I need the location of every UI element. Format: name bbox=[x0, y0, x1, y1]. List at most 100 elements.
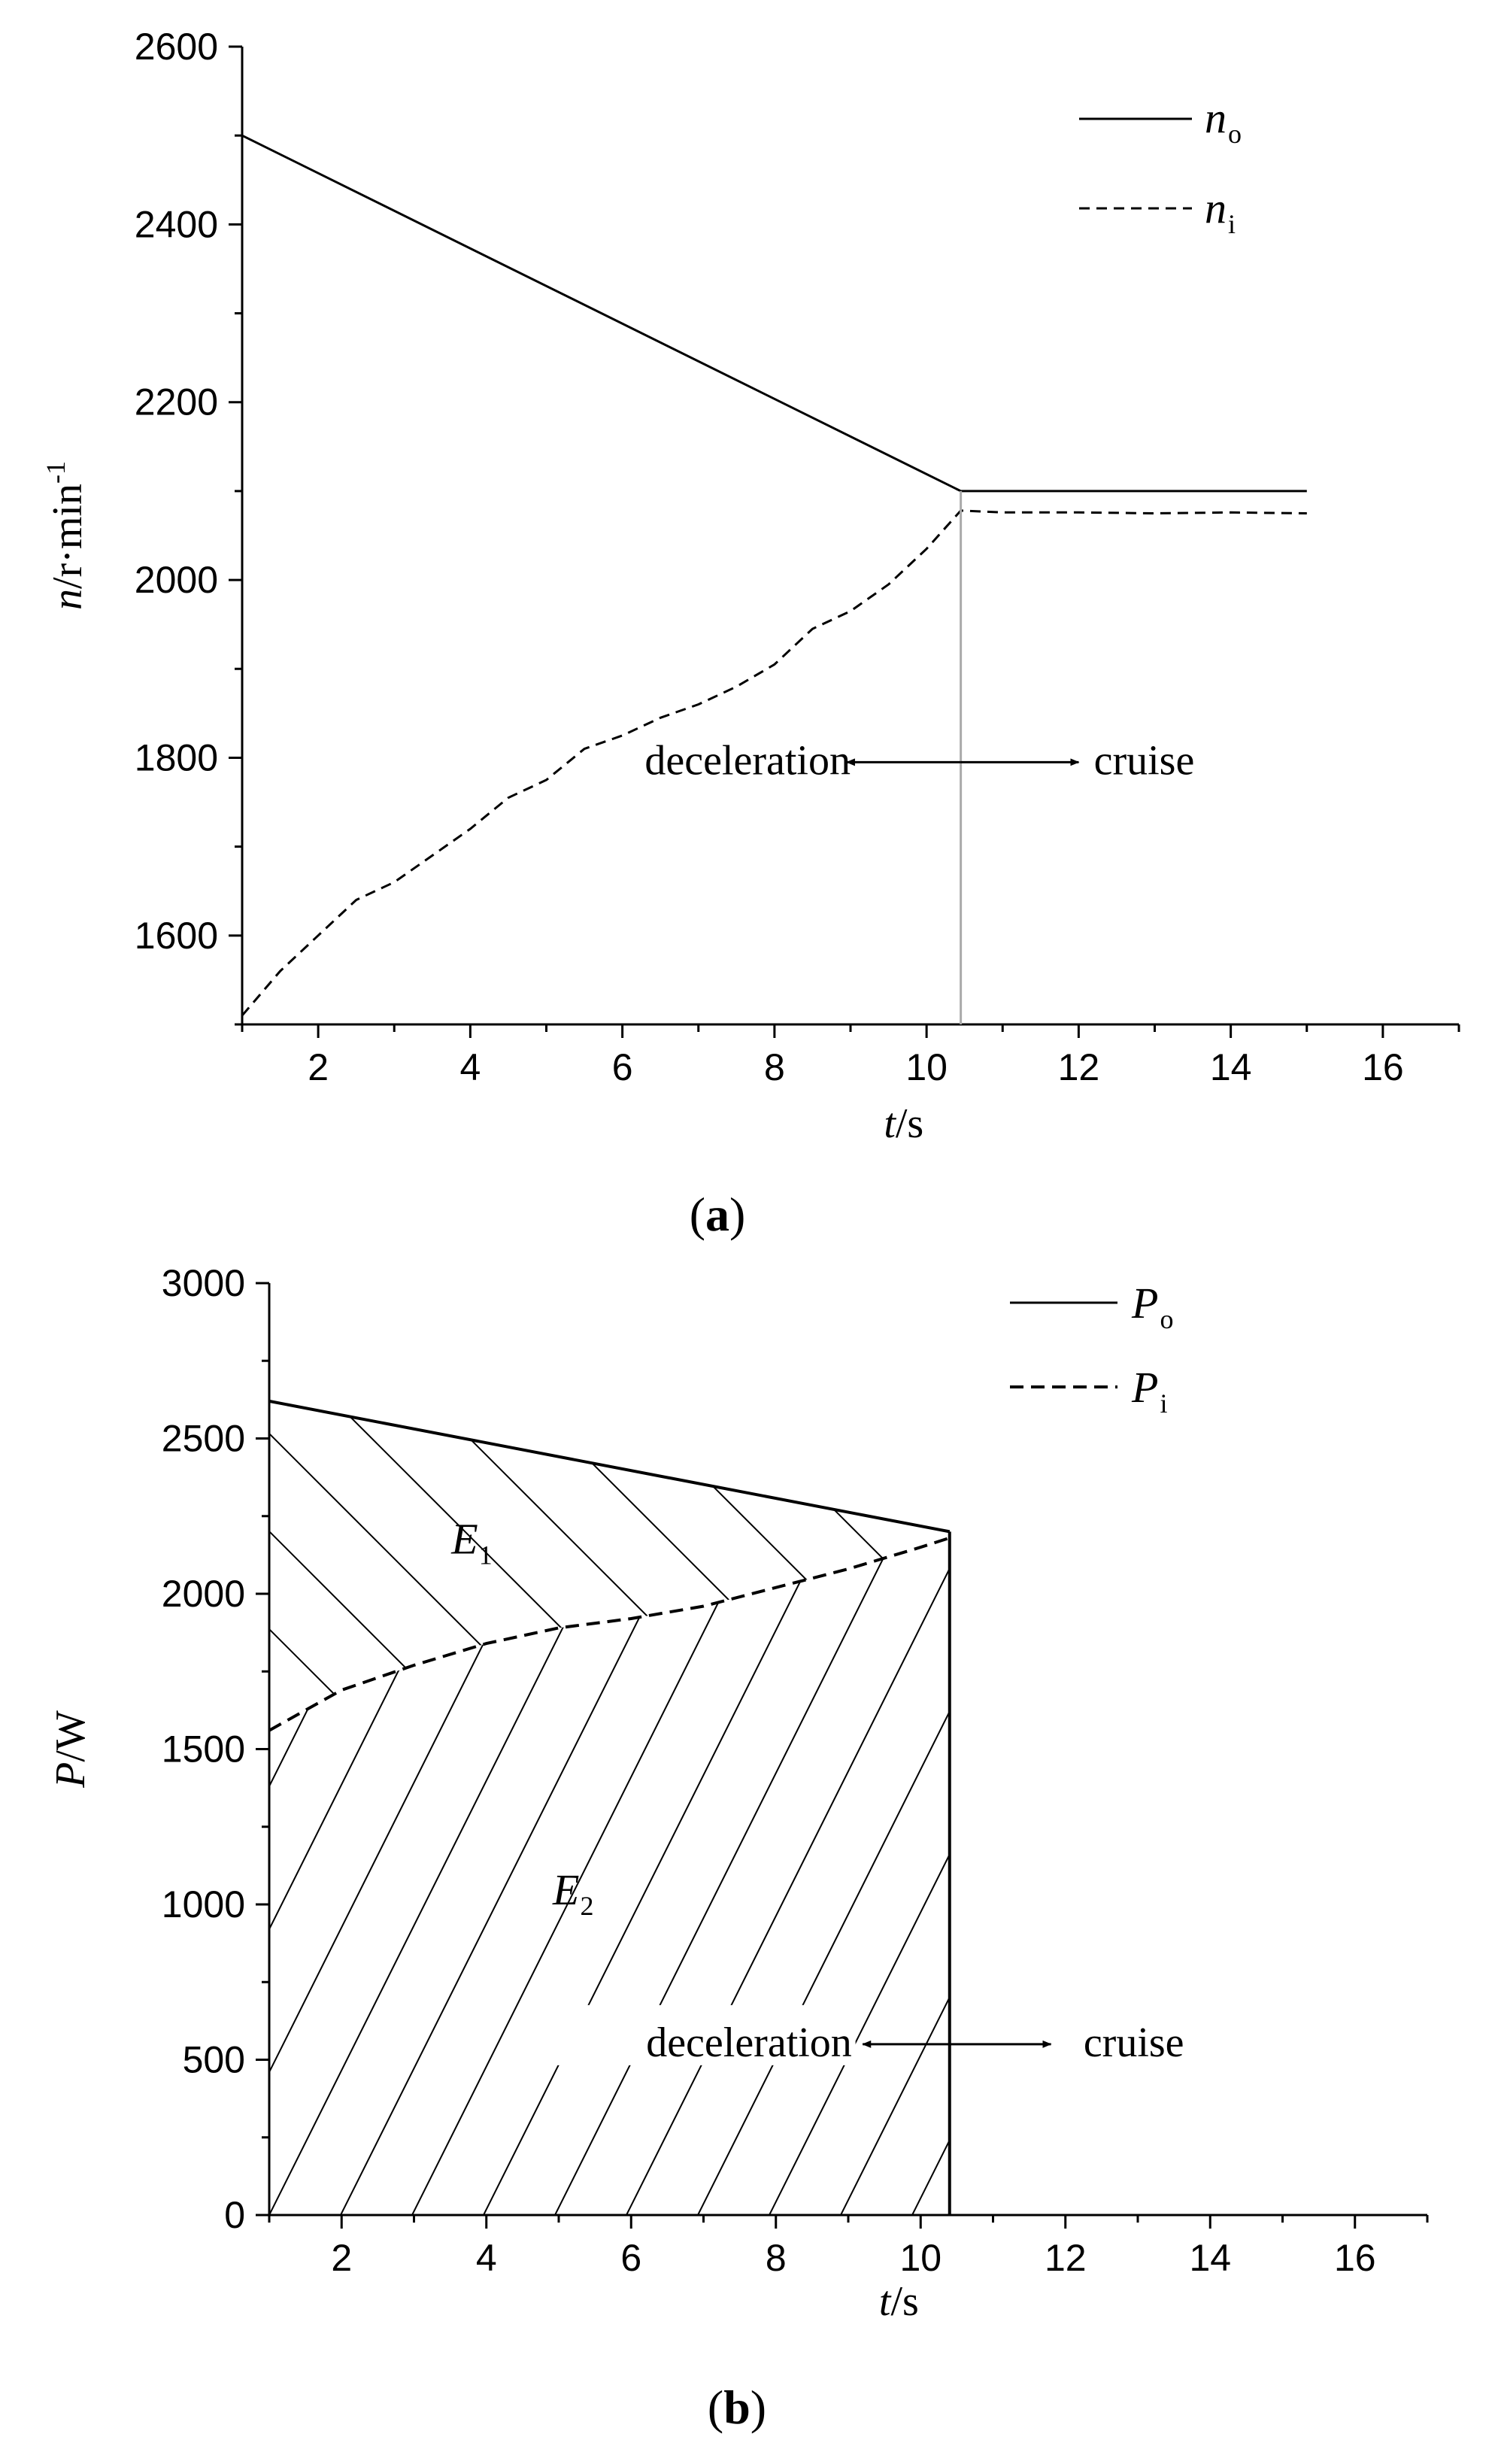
panel-b-y-ticks: 0 500 1000 1500 2000 2500 3000 bbox=[162, 1262, 269, 2236]
panel-a-annotation-cruise: cruise bbox=[1094, 737, 1195, 784]
b-y-tick-label: 2500 bbox=[162, 1418, 245, 1460]
panel-b-hatch-line-e1 bbox=[269, 1400, 947, 1731]
panel-b-annotation-background bbox=[537, 2004, 856, 2065]
b-series-Pi-line bbox=[268, 1536, 951, 1732]
panel-b-hatch-line-e1 bbox=[1390, 1283, 1498, 2110]
a-x-tick-label: 6 bbox=[612, 1046, 633, 1088]
panel-b: 2 4 6 8 10 12 14 16 0 500 1000 1500 2000 2500 3000 E1… bbox=[47, 259, 1498, 2434]
panel-b-hatch-line-e2 bbox=[1055, 259, 1498, 2215]
panel-b-hatch-line-e2 bbox=[1269, 259, 1498, 2215]
b-y-tick-label: 3000 bbox=[162, 1262, 245, 1304]
panel-b-hatch-line-e1 bbox=[509, 1400, 950, 1731]
panel-b-hatch-line-e2 bbox=[984, 259, 1498, 2215]
panel-b-y-axis-label: P/W bbox=[47, 1710, 94, 1789]
panel-b-annotation-deceleration: deceleration bbox=[646, 2019, 852, 2066]
panel-a-y-axis-label: n/r·min-1 bbox=[41, 461, 91, 610]
b-series-Po-line bbox=[268, 1399, 951, 1534]
panel-b-hatch-line-e1 bbox=[607, 1400, 950, 1731]
panel-b-hatch-line-e2 bbox=[269, 1537, 950, 2215]
a-x-tick-label: 14 bbox=[1210, 1046, 1252, 1088]
b-x-tick-label: 14 bbox=[1189, 2237, 1231, 2279]
a-x-tick-label: 2 bbox=[308, 1046, 329, 1088]
panel-b-hatch-line-e1 bbox=[1292, 1283, 1498, 2110]
panel-b-axes bbox=[268, 1283, 1427, 2217]
b-x-tick-label: 16 bbox=[1334, 2237, 1376, 2279]
b-y-tick-label: 1500 bbox=[162, 1728, 245, 1771]
panel-b-hatch-line-e2 bbox=[626, 1537, 950, 2215]
panel-a-x-axis-label: t/s bbox=[884, 1100, 923, 1147]
panel-a-y-ticks: 1600 1800 2000 2200 2400 2600 bbox=[135, 26, 242, 1026]
panel-a: 2 4 6 8 10 12 14 16 1600 1800 2000 2200 2400 2600 de… bbox=[41, 26, 1460, 1241]
a-y-tick-label: 2400 bbox=[135, 203, 218, 245]
panel-b-hatch-line-e1 bbox=[411, 1400, 950, 1731]
panel-b-hatch-line-e1 bbox=[269, 1400, 751, 1731]
panel-b-hatch-line-e1 bbox=[705, 1400, 950, 1731]
panel-b-hatch-line-e2 bbox=[1198, 259, 1498, 2215]
panel-a-series bbox=[241, 134, 1307, 1017]
a-y-tick-label: 1800 bbox=[135, 736, 218, 778]
panel-b-hatch-line-e1 bbox=[999, 1283, 1498, 2110]
b-x-tick-label: 4 bbox=[476, 2237, 497, 2279]
panel-b-legend: Po Pi bbox=[1010, 1279, 1173, 1419]
b-x-tick-label: 8 bbox=[766, 2237, 787, 2279]
panel-a-caption: (a) bbox=[690, 1188, 746, 1241]
b-y-tick-label: 1000 bbox=[162, 1883, 245, 1925]
panel-a-x-ticks: 2 4 6 8 10 12 14 16 bbox=[241, 1024, 1460, 1088]
a-x-tick-label: 10 bbox=[905, 1046, 948, 1088]
a-x-tick-label: 4 bbox=[459, 1046, 481, 1088]
panel-a-legend-ni: ni bbox=[1205, 184, 1236, 239]
b-x-tick-label: 10 bbox=[899, 2237, 942, 2279]
b-y-tick-label: 500 bbox=[183, 2039, 245, 2081]
panel-b-region-label-e1: E1 bbox=[450, 1514, 492, 1570]
a-x-tick-label: 16 bbox=[1362, 1046, 1404, 1088]
panel-b-hatch-line-e2 bbox=[340, 1537, 950, 2215]
panel-b-hatch-line-e2 bbox=[269, 1537, 676, 2215]
b-x-tick-label: 6 bbox=[620, 2237, 641, 2279]
a-series-no-line bbox=[241, 134, 1307, 493]
panel-b-region-label-e2: E2 bbox=[552, 1865, 593, 1921]
panel-b-hatch-line-e2 bbox=[697, 1537, 950, 2215]
panel-b-hatch-line-e2 bbox=[269, 1537, 950, 2215]
panel-b-hatch-line-e2 bbox=[269, 1537, 890, 2215]
panel-b-legend-pi: Pi bbox=[1131, 1363, 1167, 1419]
a-series-ni-line bbox=[241, 509, 1307, 1017]
panel-b-hatch-line-e1 bbox=[1194, 1283, 1498, 2110]
a-x-tick-label: 8 bbox=[764, 1046, 785, 1088]
panel-b-hatch-line-e2 bbox=[269, 1537, 747, 2215]
a-y-tick-label: 2600 bbox=[135, 26, 218, 68]
panel-b-region-e1-hatching bbox=[269, 1283, 1498, 2110]
panel-b-hatch-line-e2 bbox=[411, 1537, 950, 2215]
b-y-tick-label: 2000 bbox=[162, 1573, 245, 1615]
a-x-tick-label: 12 bbox=[1058, 1046, 1100, 1088]
panel-b-hatch-line-e2 bbox=[911, 1537, 950, 2215]
panel-a-axes bbox=[241, 47, 1459, 1026]
panel-b-hatch-line-e2 bbox=[554, 1537, 950, 2215]
panel-b-hatch-line-e1 bbox=[269, 1400, 849, 1731]
panel-b-x-ticks: 2 4 6 8 10 12 14 16 bbox=[268, 2215, 1429, 2279]
panel-b-region-e2-hatching bbox=[269, 259, 1498, 2215]
panel-b-legend-po: Po bbox=[1131, 1279, 1173, 1334]
panel-b-hatch-line-e2 bbox=[1341, 259, 1498, 2215]
panel-b-hatch-line-e2 bbox=[483, 1537, 950, 2215]
panel-b-caption: (b) bbox=[708, 2381, 766, 2434]
panel-b-hatch-line-e2 bbox=[1127, 259, 1498, 2215]
panel-a-legend-no: no bbox=[1205, 93, 1242, 149]
panel-b-hatch-line-e2 bbox=[840, 1537, 950, 2215]
panel-b-hatch-line-e1 bbox=[269, 1400, 950, 1731]
panel-b-hatch-line-e1 bbox=[900, 1400, 950, 1731]
panel-b-series bbox=[268, 1399, 951, 1732]
panel-a-annotation-deceleration: deceleration bbox=[644, 737, 851, 784]
a-y-tick-label: 2200 bbox=[135, 381, 218, 423]
panel-b-hatch-line-e2 bbox=[769, 1537, 950, 2215]
panel-b-hatch-line-e2 bbox=[269, 1537, 950, 2215]
b-x-tick-label: 2 bbox=[331, 2237, 352, 2279]
a-y-tick-label: 2000 bbox=[135, 559, 218, 601]
panel-b-hatch-line-e1 bbox=[314, 1400, 950, 1731]
panel-a-legend: no ni bbox=[1079, 93, 1242, 239]
panel-b-hatch-line-e1 bbox=[1487, 1283, 1498, 2110]
b-y-tick-label: 0 bbox=[224, 2194, 245, 2236]
panel-b-x-axis-label: t/s bbox=[879, 2278, 919, 2325]
panel-b-hatch-line-e2 bbox=[269, 1537, 950, 2215]
a-y-tick-label: 1600 bbox=[135, 915, 218, 957]
